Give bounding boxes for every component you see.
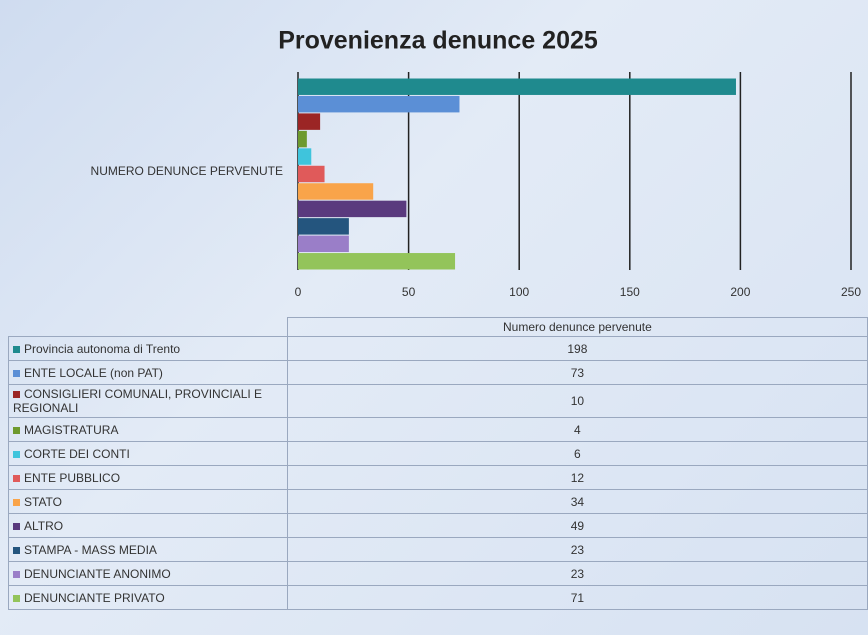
x-tick-label: 250	[841, 285, 861, 299]
legend-swatch	[13, 498, 20, 506]
legend-label: ENTE LOCALE (non PAT)	[24, 365, 163, 380]
table-row: ALTRO 49	[8, 513, 868, 538]
table-row: DENUNCIANTE PRIVATO 71	[8, 585, 868, 610]
x-tick-label: 100	[509, 285, 529, 299]
bar	[298, 235, 349, 253]
table-row: STATO 34	[8, 489, 868, 514]
row-label-cell: ENTE LOCALE (non PAT)	[8, 360, 288, 385]
chart-title: Provenienza denunce 2025	[278, 27, 598, 55]
row-label-cell: Provincia autonoma di Trento	[8, 336, 288, 361]
legend-label: MAGISTRATURA	[24, 422, 119, 437]
table-row: DENUNCIANTE ANONIMO 23	[8, 561, 868, 586]
table-row: CORTE DEI CONTI 6	[8, 441, 868, 466]
table-row: Provincia autonoma di Trento 198	[8, 336, 868, 361]
table-row: CONSIGLIERI COMUNALI, PROVINCIALI E REGI…	[8, 384, 868, 418]
bar	[298, 165, 325, 183]
legend-swatch	[13, 426, 20, 434]
bar	[298, 95, 460, 113]
table-corner	[8, 317, 288, 337]
legend-label: Provincia autonoma di Trento	[24, 341, 181, 356]
legend-label: ENTE PUBBLICO	[24, 470, 121, 485]
x-tick-label: 200	[730, 285, 750, 299]
x-tick-label: 150	[620, 285, 640, 299]
value-cell: 49	[286, 513, 868, 538]
legend-label: DENUNCIANTE PRIVATO	[24, 590, 165, 605]
legend-label: ALTRO	[24, 518, 64, 533]
legend-swatch	[13, 570, 20, 578]
legend-swatch	[13, 522, 20, 530]
table-row: ENTE PUBBLICO 12	[8, 465, 868, 490]
x-tick-label: 50	[402, 285, 416, 299]
bar	[298, 78, 736, 95]
value-cell: 23	[286, 561, 868, 586]
table-header: Numero denunce pervenute	[286, 317, 868, 337]
value-cell: 71	[286, 585, 868, 610]
row-label-cell: ALTRO	[8, 513, 288, 538]
legend-swatch	[13, 474, 20, 482]
legend-label: CORTE DEI CONTI	[24, 446, 130, 461]
value-cell: 4	[286, 417, 868, 442]
table-row: STAMPA - MASS MEDIA 23	[8, 537, 868, 562]
row-label-cell: ENTE PUBBLICO	[8, 465, 288, 490]
x-tick-label: 0	[295, 285, 302, 299]
row-label-cell: CORTE DEI CONTI	[8, 441, 288, 466]
legend-swatch	[13, 391, 20, 398]
value-cell: 10	[286, 384, 868, 418]
value-cell: 23	[286, 537, 868, 562]
row-label-cell: CONSIGLIERI COMUNALI, PROVINCIALI E REGI…	[8, 384, 288, 418]
legend-swatch	[13, 345, 20, 353]
value-cell: 6	[286, 441, 868, 466]
table-row: ENTE LOCALE (non PAT) 73	[8, 360, 868, 385]
legend-swatch	[13, 369, 20, 377]
data-table: Numero denunce pervenute Provincia autono…	[8, 317, 868, 610]
row-label-cell: STATO	[8, 489, 288, 514]
legend-label: STAMPA - MASS MEDIA	[24, 542, 157, 557]
value-cell: 73	[286, 360, 868, 385]
legend-label: DENUNCIANTE ANONIMO	[24, 566, 171, 581]
legend-label: STATO	[24, 494, 63, 509]
row-label-cell: DENUNCIANTE PRIVATO	[8, 585, 288, 610]
value-cell: 34	[286, 489, 868, 514]
chart: Provenienza denunce 2025 NUMERO DENUNCE …	[91, 27, 862, 300]
legend-swatch	[13, 450, 20, 458]
bar	[298, 253, 456, 270]
bar	[298, 148, 312, 165]
bar	[298, 130, 307, 148]
legend-swatch	[13, 594, 20, 602]
value-cell: 12	[286, 465, 868, 490]
legend-label: CONSIGLIERI COMUNALI, PROVINCIALI E REGI…	[13, 387, 263, 415]
row-label-cell: MAGISTRATURA	[8, 417, 288, 442]
legend-swatch	[13, 546, 20, 554]
table-row: MAGISTRATURA 4	[8, 417, 868, 442]
row-label-cell: STAMPA - MASS MEDIA	[8, 537, 288, 562]
bar	[298, 113, 321, 130]
bar	[298, 183, 374, 200]
row-label-cell: DENUNCIANTE ANONIMO	[8, 561, 288, 586]
value-cell: 198	[286, 336, 868, 361]
category-label: NUMERO DENUNCE PERVENUTE	[91, 164, 283, 178]
bar	[298, 200, 407, 218]
bar	[298, 218, 349, 235]
